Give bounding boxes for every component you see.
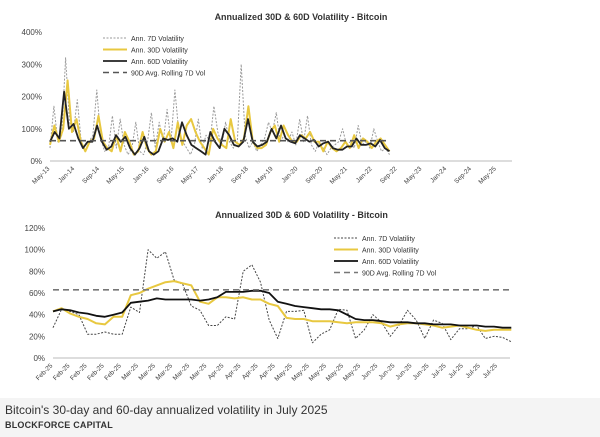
x-tick-label: May-21	[329, 165, 350, 186]
x-tick-label: May-23	[403, 165, 424, 186]
x-tick-label: May-25	[274, 362, 295, 383]
x-tick-label: Sep-24	[453, 165, 473, 185]
x-tick-label: May-19	[254, 165, 275, 186]
x-tick-label: Jan-20	[280, 165, 299, 184]
x-tick-label: Mar-25	[172, 362, 192, 382]
x-tick-label: Apr-25	[241, 362, 260, 381]
caption-bar: Bitcoin's 30-day and 60-day annualized v…	[0, 398, 600, 437]
y-tick-label: 120%	[25, 224, 45, 233]
legend-label: Ann. 30D Volatility	[131, 48, 188, 55]
x-tick-label: Jan-14	[57, 165, 76, 184]
chart-title: Annualized 30D & 60D Volatility - Bitcoi…	[215, 12, 388, 22]
x-tick-label: Jan-24	[429, 165, 448, 184]
y-tick-label: 300%	[22, 60, 42, 69]
series-line-1	[49, 79, 391, 156]
caption-source: BLOCKFORCE CAPITAL	[5, 420, 113, 430]
x-tick-label: Feb-25	[86, 362, 106, 382]
y-tick-label: 100%	[25, 246, 45, 255]
x-tick-label: Jan-16	[132, 165, 151, 184]
y-tick-label: 20%	[29, 332, 45, 341]
x-tick-label: Sep-22	[379, 165, 399, 185]
x-tick-label: Mar-25	[120, 362, 140, 382]
series-line-0	[52, 249, 512, 344]
x-tick-label: Jul-25	[430, 362, 448, 380]
x-tick-label: Apr-25	[207, 362, 226, 381]
x-tick-label: May-25	[291, 362, 312, 383]
x-tick-label: Jun-25	[395, 362, 414, 381]
x-tick-label: May-25	[342, 362, 363, 383]
y-tick-label: 0%	[30, 157, 42, 166]
legend-label: 90D Avg. Rolling 7D Vol	[362, 271, 437, 278]
x-tick-label: Sep-18	[230, 165, 250, 185]
chart-title: Annualized 30D & 60D Volatility - Bitcoi…	[215, 210, 388, 220]
caption-text: Bitcoin's 30-day and 60-day annualized v…	[5, 403, 328, 417]
legend-label: 90D Avg. Rolling 7D Vol	[131, 71, 206, 78]
x-tick-label: May-25	[478, 165, 499, 186]
series-line-2	[52, 289, 512, 329]
x-tick-label: Sep-20	[304, 165, 324, 185]
y-tick-label: 40%	[29, 311, 45, 320]
y-tick-label: 0%	[33, 354, 45, 363]
legend-label: Ann. 60D Volatility	[362, 259, 419, 266]
y-tick-label: 80%	[29, 267, 45, 276]
x-tick-label: Apr-25	[224, 362, 243, 381]
x-tick-label: Jul-25	[447, 362, 465, 380]
x-tick-label: May-15	[106, 165, 127, 186]
x-tick-label: Mar-25	[189, 362, 209, 382]
x-tick-label: Jun-25	[377, 362, 396, 381]
y-tick-label: 100%	[22, 125, 42, 134]
x-tick-label: Mar-25	[138, 362, 158, 382]
x-tick-label: Sep-16	[156, 165, 176, 185]
legend-label: Ann. 7D Volatility	[362, 236, 415, 243]
x-tick-label: Feb-25	[52, 362, 72, 382]
x-tick-label: Feb-25	[35, 362, 55, 382]
x-tick-label: May-25	[308, 362, 329, 383]
x-tick-label: Sep-14	[81, 165, 101, 185]
x-tick-label: Feb-25	[69, 362, 89, 382]
x-tick-label: May-17	[180, 165, 201, 186]
x-tick-label: May-13	[31, 165, 52, 186]
y-tick-label: 60%	[29, 289, 45, 298]
x-tick-label: Jun-25	[412, 362, 431, 381]
x-tick-label: Feb-25	[103, 362, 123, 382]
x-tick-label: May-25	[325, 362, 346, 383]
series-line-1	[52, 280, 512, 332]
x-tick-label: Jan-22	[355, 165, 374, 184]
x-tick-label: Jun-25	[360, 362, 379, 381]
x-tick-label: Jul-25	[464, 362, 482, 380]
x-tick-label: Jul-25	[482, 362, 500, 380]
legend-label: Ann. 60D Volatility	[131, 59, 188, 66]
x-tick-label: Jan-18	[206, 165, 225, 184]
series-line-2	[49, 90, 390, 156]
x-tick-label: Mar-25	[155, 362, 175, 382]
y-tick-label: 200%	[22, 93, 42, 102]
legend-label: Ann. 7D Volatility	[131, 36, 184, 43]
series-line-0	[49, 57, 390, 156]
chart-long-term: Annualized 30D & 60D Volatility - Bitcoi…	[22, 12, 512, 186]
y-tick-label: 400%	[22, 28, 42, 37]
legend-label: Ann. 30D Volatility	[362, 248, 419, 255]
chart-2025: Annualized 30D & 60D Volatility - Bitcoi…	[25, 210, 512, 383]
